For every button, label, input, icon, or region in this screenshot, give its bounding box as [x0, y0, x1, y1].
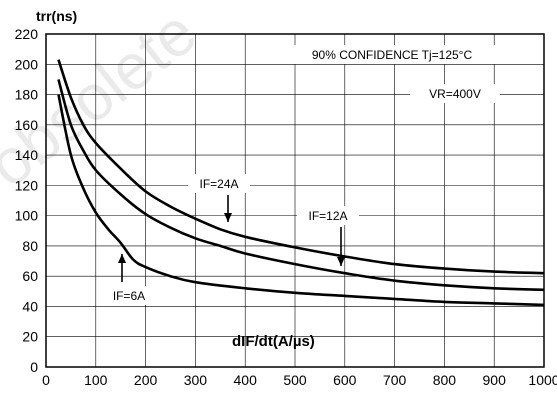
y-tick-label: 20 — [22, 329, 38, 345]
y-tick-label: 0 — [30, 359, 38, 375]
label-if-6a: IF=6A — [113, 289, 145, 303]
y-tick-label: 120 — [15, 177, 39, 193]
x-tick-label: 200 — [134, 372, 158, 388]
tick-labels: 0 100 200 300 400 500 600 700 800 900 1000 0 20 40 60 8… — [15, 26, 557, 388]
y-tick-label: 100 — [15, 208, 39, 224]
y-tick-label: 160 — [15, 117, 39, 133]
x-tick-label: 900 — [483, 372, 507, 388]
x-tick-label: 600 — [333, 372, 357, 388]
y-tick-label: 220 — [15, 26, 39, 42]
x-tick-label: 1000 — [528, 372, 557, 388]
y-tick-label: 140 — [15, 147, 39, 163]
annotations: 90% CONFIDENCE Tj=125°C VR=400V IF=24A IF=1… — [103, 45, 521, 305]
x-tick-label: 800 — [433, 372, 457, 388]
plot-frame — [45, 33, 545, 368]
y-tick-label: 80 — [22, 238, 38, 254]
annotation-confidence-bg — [263, 45, 521, 64]
x-tick-label: 400 — [234, 372, 258, 388]
label-if-12a: IF=12A — [308, 209, 347, 223]
label-if-24a: IF=24A — [199, 177, 238, 191]
series-lines — [57, 59, 545, 307]
series-line — [57, 79, 545, 292]
y-tick-label: 200 — [15, 56, 39, 72]
x-tick-label: 100 — [84, 372, 108, 388]
x-tick-label: 500 — [283, 372, 307, 388]
x-axis-title: dIF/dt(A/µs) — [232, 333, 315, 350]
x-tick-label: 700 — [383, 372, 407, 388]
arrow-head — [118, 254, 126, 263]
y-axis-title: trr(ns) — [36, 8, 77, 24]
label-if-24a-bg — [188, 174, 250, 193]
arrow-head — [337, 257, 345, 266]
y-tick-label: 180 — [15, 87, 39, 103]
series-line — [57, 94, 545, 307]
arrow-head — [224, 213, 232, 222]
x-tick-label: 0 — [42, 372, 50, 388]
annotation-voltage-bg — [410, 84, 500, 103]
annotation-voltage: VR=400V — [429, 87, 481, 101]
label-if-12a-bg — [297, 206, 359, 225]
label-if-6a-bg — [103, 286, 155, 305]
y-tick-label: 40 — [22, 298, 38, 314]
x-tick-label: 300 — [184, 372, 208, 388]
annotation-confidence: 90% CONFIDENCE Tj=125°C — [312, 48, 473, 62]
y-tick-label: 60 — [22, 268, 38, 284]
series-line — [57, 59, 545, 275]
